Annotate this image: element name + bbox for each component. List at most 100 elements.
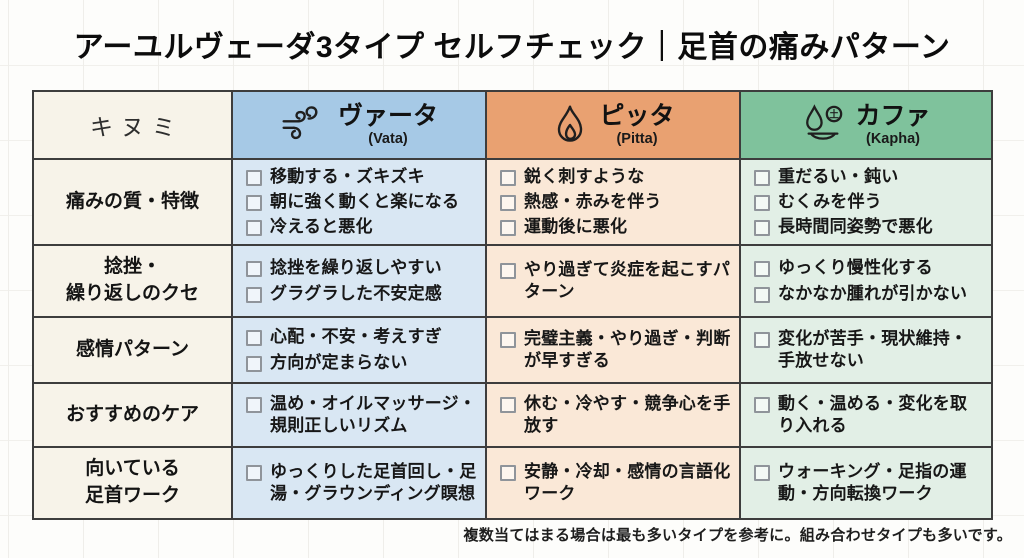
column-subname: (Vata) — [368, 130, 408, 147]
checklist-item-text: むくみを伴う — [778, 191, 882, 211]
checklist-item-text: 捻挫を繰り返しやすい — [270, 258, 442, 278]
checklist-item-text: 完璧主義・やり過ぎ・判断が早すぎる — [524, 328, 731, 370]
checklist-item: 長時間同姿勢で悪化 — [754, 216, 983, 238]
checklist-item-text: やり過ぎて炎症を起こすパターン — [524, 259, 731, 301]
column-header-vata: ヴァータ (Vata) — [233, 92, 487, 160]
checklist-item: グラグラした不安定感 — [246, 283, 477, 305]
checklist-item-text: 安静・冷却・感情の言語化ワーク — [524, 461, 731, 503]
checklist-item: 重だるい・鈍い — [754, 166, 983, 188]
checklist-item-text: 変化が苦手・現状維持・手放せない — [778, 328, 968, 370]
cell-pain-quality-kapha: 重だるい・鈍い むくみを伴う 長時間同姿勢で悪化 — [741, 160, 991, 246]
column-subname: (Pitta) — [616, 130, 658, 147]
checklist-item: 移動する・ズキズキ — [246, 166, 477, 188]
column-subname: (Kapha) — [866, 130, 920, 147]
checklist-item: 朝に強く動くと楽になる — [246, 191, 477, 213]
checkbox-icon — [246, 220, 262, 237]
checkbox-icon — [246, 355, 262, 372]
checkbox-icon — [500, 194, 516, 211]
checkbox-icon — [246, 169, 262, 186]
brand-watermark-cell: キヌミ — [34, 92, 233, 160]
checklist-item: 動く・温める・変化を取り入れる — [754, 393, 983, 437]
checkbox-icon — [500, 169, 516, 186]
column-name: ヴァータ — [337, 102, 438, 131]
page-title: アーユルヴェーダ3タイプ セルフチェック｜足首の痛みパターン — [73, 31, 951, 64]
checkbox-icon — [246, 396, 262, 413]
checklist-item: なかなか腫れが引かない — [754, 283, 983, 305]
cell-work-kapha: ウォーキング・足指の運動・方向転換ワーク — [741, 448, 991, 518]
row-label-recommended-care: おすすめのケア — [34, 384, 233, 448]
footnote: 複数当てはまる場合は最も多いタイプを参考に。組み合わせタイプも多いです。 — [463, 527, 1012, 544]
fire-icon — [558, 105, 583, 142]
checklist-item-text: 長時間同姿勢で悪化 — [778, 217, 933, 237]
checklist-item: ウォーキング・足指の運動・方向転換ワーク — [754, 461, 983, 505]
column-name: ピッタ — [599, 102, 675, 131]
checklist-item: 心配・不安・考えすぎ — [246, 326, 477, 348]
row-label-line: 感情パターン — [75, 338, 190, 360]
checklist-item-text: グラグラした不安定感 — [270, 283, 442, 303]
brand-watermark: キヌミ — [90, 114, 183, 140]
column-name: カファ — [855, 102, 931, 131]
dosha-table: キヌミ ヴァータ (Vata) — [32, 90, 993, 520]
checkbox-icon — [754, 220, 770, 237]
checklist-item: 安静・冷却・感情の言語化ワーク — [500, 461, 731, 505]
checkbox-icon — [500, 396, 516, 413]
checklist-item-text: 方向が定まらない — [270, 352, 408, 372]
column-header-text: カファ (Kapha) — [855, 102, 931, 147]
checkbox-icon — [500, 262, 516, 279]
column-header-text: ヴァータ (Vata) — [337, 102, 438, 147]
checkbox-icon — [754, 331, 770, 348]
cell-sprain-pitta: やり過ぎて炎症を起こすパターン — [487, 246, 741, 318]
cell-care-vata: 温め・オイルマッサージ・規則正しいリズム — [233, 384, 487, 448]
checkbox-icon — [246, 286, 262, 303]
checklist-item-text: 熱感・赤みを伴う — [524, 191, 662, 211]
checklist-item: 運動後に悪化 — [500, 216, 731, 238]
checklist-item-text: 鋭く刺すような — [524, 166, 645, 186]
cell-work-pitta: 安静・冷却・感情の言語化ワーク — [487, 448, 741, 518]
row-label-line: 向いている — [85, 458, 180, 480]
cell-care-kapha: 動く・温める・変化を取り入れる — [741, 384, 991, 448]
checkbox-icon — [246, 194, 262, 211]
column-header-text: ピッタ (Pitta) — [599, 102, 675, 147]
row-label-line: 痛みの質・特徴 — [65, 190, 199, 212]
checklist-item: ゆっくりした足首回し・足湯・グラウンディング瞑想 — [246, 461, 477, 505]
row-label-line: おすすめのケア — [65, 403, 199, 425]
checklist-item: 完璧主義・やり過ぎ・判断が早すぎる — [500, 328, 731, 372]
row-label-emotion-pattern: 感情パターン — [34, 318, 233, 384]
row-label-pain-quality: 痛みの質・特徴 — [34, 160, 233, 246]
row-label-sprain-pattern: 捻挫・ 繰り返しのクセ — [34, 246, 233, 318]
cell-sprain-vata: 捻挫を繰り返しやすい グラグラした不安定感 — [233, 246, 487, 318]
checkbox-icon — [754, 169, 770, 186]
checklist-item-text: 朝に強く動くと楽になる — [270, 191, 460, 211]
checkbox-icon — [246, 464, 262, 481]
cell-emotion-kapha: 変化が苦手・現状維持・手放せない — [741, 318, 991, 384]
checklist-item: 方向が定まらない — [246, 352, 477, 374]
checklist-item-text: 心配・不安・考えすぎ — [270, 327, 442, 347]
checkbox-icon — [500, 464, 516, 481]
checklist-item: 鋭く刺すような — [500, 166, 731, 188]
row-label-line: 足首ワーク — [84, 485, 180, 506]
checkbox-icon — [500, 331, 516, 348]
checklist-item-text: ゆっくり慢性化する — [778, 258, 933, 278]
checkbox-icon — [246, 261, 262, 278]
checklist-item-text: ゆっくりした足首回し・足湯・グラウンディング瞑想 — [270, 461, 477, 503]
checklist-item: 冷えると悪化 — [246, 216, 477, 238]
checkbox-icon — [754, 396, 770, 413]
column-header-kapha: 土 カファ (Kapha) — [741, 92, 991, 160]
checklist-item-text: 運動後に悪化 — [524, 217, 628, 237]
checklist-item-text: 冷えると悪化 — [270, 217, 373, 237]
checkbox-icon — [246, 330, 262, 347]
row-label-line: 捻挫・ — [103, 256, 161, 278]
checklist-item: ゆっくり慢性化する — [754, 257, 983, 279]
checklist-item-text: 動く・温める・変化を取り入れる — [778, 393, 968, 435]
checklist-item: 捻挫を繰り返しやすい — [246, 257, 477, 279]
checkbox-icon — [500, 220, 516, 237]
row-label-ankle-work: 向いている 足首ワーク — [34, 448, 233, 518]
checkbox-icon — [754, 261, 770, 278]
cell-sprain-kapha: ゆっくり慢性化する なかなか腫れが引かない — [741, 246, 991, 318]
checklist-item-text: ウォーキング・足指の運動・方向転換ワーク — [778, 461, 967, 503]
wind-icon — [282, 106, 318, 140]
checklist-item: 休む・冷やす・競争心を手放す — [500, 393, 731, 437]
checkbox-icon — [754, 464, 770, 481]
checklist-item-text: 重だるい・鈍い — [778, 166, 899, 186]
